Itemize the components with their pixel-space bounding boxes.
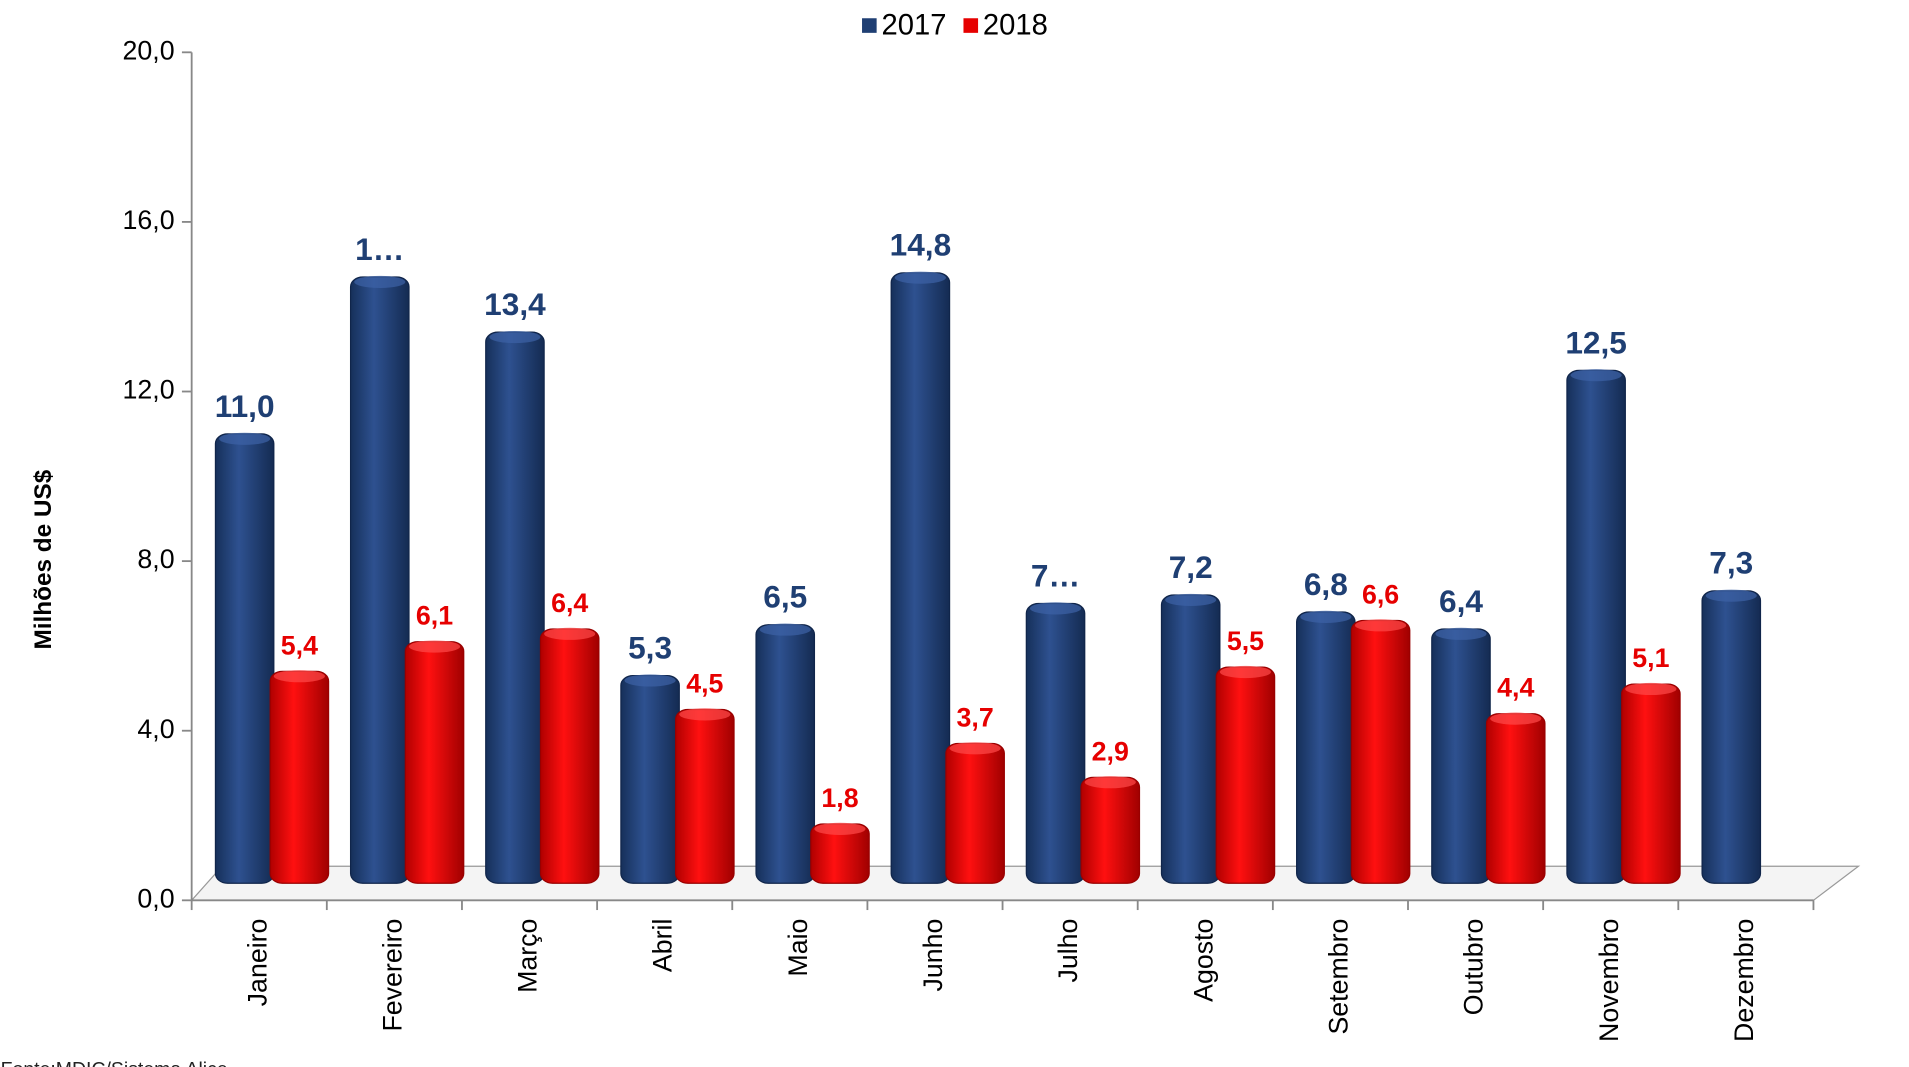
value-label: 6,5 bbox=[763, 579, 807, 615]
bar-top bbox=[1570, 369, 1622, 382]
value-label: 7… bbox=[1031, 557, 1080, 593]
value-label: 6,1 bbox=[416, 601, 453, 631]
y-tick-label: 8,0 bbox=[137, 544, 174, 574]
bar-top bbox=[759, 623, 811, 636]
bar-top bbox=[1355, 619, 1407, 632]
value-label: 4,4 bbox=[1497, 673, 1534, 703]
bar-top bbox=[949, 742, 1001, 755]
bar bbox=[1350, 619, 1411, 884]
bar-top bbox=[1705, 589, 1757, 602]
bar-top bbox=[1084, 776, 1136, 789]
x-tick-label: Outubro bbox=[1459, 919, 1489, 1016]
value-label: 4,5 bbox=[686, 668, 723, 698]
legend-swatch bbox=[963, 18, 979, 33]
bar-top bbox=[354, 275, 406, 288]
bar-top bbox=[489, 330, 541, 344]
bar bbox=[1296, 611, 1356, 884]
y-tick-label: 16,0 bbox=[123, 205, 175, 235]
value-label: 7,3 bbox=[1709, 545, 1753, 581]
value-label: 1… bbox=[355, 231, 404, 267]
bar bbox=[1566, 369, 1626, 884]
bar-top bbox=[219, 432, 271, 445]
bar bbox=[1025, 602, 1086, 884]
bar bbox=[485, 331, 545, 884]
bar bbox=[1215, 666, 1276, 884]
value-label: 5,4 bbox=[281, 630, 318, 660]
bar bbox=[755, 624, 816, 884]
bar bbox=[1485, 713, 1546, 884]
x-tick-label: Julho bbox=[1053, 919, 1083, 983]
y-tick-label: 20,0 bbox=[123, 35, 175, 65]
legend-label: 2018 bbox=[983, 9, 1048, 41]
bar-top bbox=[894, 271, 946, 284]
bar-top bbox=[1165, 593, 1217, 606]
x-tick-label: Novembro bbox=[1594, 919, 1624, 1042]
value-label: 6,8 bbox=[1304, 566, 1348, 602]
legend-label: 2017 bbox=[882, 9, 947, 41]
value-label: 5,5 bbox=[1227, 626, 1264, 656]
bar-top bbox=[624, 674, 676, 687]
source: Fonte:MDIC/Sistema Alice bbox=[1, 1059, 228, 1067]
bar bbox=[539, 628, 600, 884]
bar-top bbox=[1625, 682, 1677, 696]
x-tick-label: Agosto bbox=[1188, 919, 1218, 1002]
x-tick-label: Janeiro bbox=[242, 919, 272, 1007]
bar bbox=[1621, 683, 1681, 884]
value-label: 3,7 bbox=[957, 702, 994, 732]
bar bbox=[945, 742, 1005, 884]
bar-top bbox=[1300, 610, 1352, 623]
bar bbox=[1080, 776, 1141, 884]
x-tick-label: Junho bbox=[918, 919, 948, 992]
legend-swatch bbox=[862, 18, 877, 33]
bar-top bbox=[1029, 602, 1082, 615]
value-label: 7,2 bbox=[1169, 549, 1213, 585]
value-label: 13,4 bbox=[484, 286, 546, 322]
bar bbox=[620, 674, 680, 884]
y-tick-label: 4,0 bbox=[137, 714, 174, 744]
x-tick-label: Dezembro bbox=[1729, 919, 1759, 1042]
value-label: 6,4 bbox=[1439, 583, 1483, 619]
y-tick-label: 12,0 bbox=[123, 375, 175, 405]
bar bbox=[404, 641, 465, 884]
value-label: 12,5 bbox=[1565, 324, 1627, 360]
value-label: 6,6 bbox=[1362, 579, 1399, 609]
bar-top bbox=[1219, 665, 1271, 679]
x-tick-label: Setembro bbox=[1323, 919, 1353, 1035]
value-label: 6,4 bbox=[551, 588, 588, 618]
x-tick-label: Abril bbox=[648, 919, 678, 973]
bar bbox=[675, 708, 735, 884]
bar-top bbox=[408, 640, 461, 653]
bar-top bbox=[1490, 712, 1542, 725]
x-tick-label: Março bbox=[513, 919, 543, 993]
bar-top bbox=[273, 670, 325, 683]
value-label: 5,3 bbox=[628, 630, 672, 666]
value-label: 5,1 bbox=[1632, 643, 1669, 673]
bar bbox=[1701, 590, 1762, 884]
bar-top bbox=[679, 708, 731, 721]
y-tick-label: 0,0 bbox=[137, 883, 174, 913]
bar bbox=[1431, 628, 1491, 884]
value-label: 2,9 bbox=[1092, 736, 1129, 766]
bar-top bbox=[814, 822, 866, 835]
bar bbox=[214, 433, 275, 884]
bar bbox=[890, 272, 951, 884]
value-label: 1,8 bbox=[821, 783, 858, 813]
x-tick-label: Fevereiro bbox=[377, 919, 407, 1032]
bar-top bbox=[1435, 627, 1487, 640]
bar bbox=[1160, 594, 1221, 884]
x-tick-label: Maio bbox=[783, 919, 813, 977]
y-axis-label: Milhões de US$ bbox=[30, 469, 57, 649]
value-label: 11,0 bbox=[215, 388, 275, 424]
bar bbox=[269, 670, 330, 884]
bar bbox=[349, 276, 410, 884]
value-label: 14,8 bbox=[890, 227, 952, 263]
bar-top bbox=[544, 627, 596, 640]
